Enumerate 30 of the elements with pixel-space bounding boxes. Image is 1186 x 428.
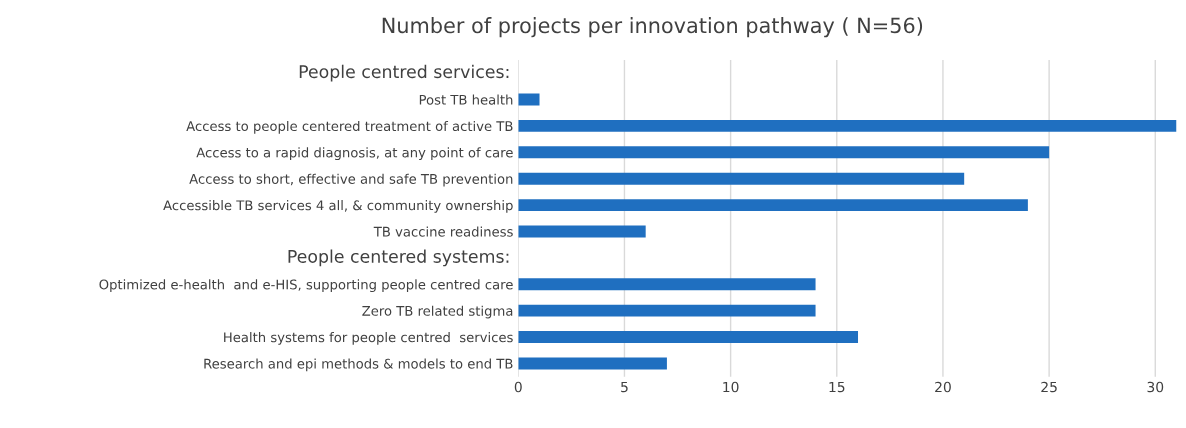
x-tick-label: 25 (1041, 381, 1057, 393)
bar (518, 146, 1050, 159)
bar (518, 304, 816, 317)
y-tick-label: Access to people centered treatment of active TB (186, 120, 513, 134)
y-tick-label: Research and epi methods & models to end TB (204, 358, 513, 372)
y-tick-label: TB vaccine readiness (373, 226, 513, 237)
y-tick-label: Access to a rapid diagnosis, at any point of care (196, 147, 513, 161)
y-tick-label: Optimized e-health and e-HIS, supporting people centred care (99, 279, 513, 293)
x-tick-label: 5 (621, 381, 628, 393)
x-tick-label: 20 (935, 381, 951, 393)
y-tick-label: Health systems for people centred services (224, 332, 513, 345)
x-tick-label: 30 (1147, 381, 1164, 393)
x-tick-label: 10 (723, 381, 739, 393)
text: People centred services: (299, 64, 509, 82)
y-tick-label: Post TB health (419, 94, 513, 105)
bar (518, 199, 1028, 212)
bar (518, 225, 646, 238)
y-tick-label: Accessible TB services 4 all, & community ownership (163, 200, 513, 213)
chart-title: Number of projects per innovation pathway ( N=56) (382, 17, 923, 38)
bar (518, 119, 1177, 132)
bar (518, 357, 667, 370)
text: People centered systems: (288, 249, 509, 267)
x-tick-label: 15 (829, 381, 845, 393)
bar (518, 172, 965, 185)
y-tick-label: Access to short, effective and safe TB prevention (189, 173, 513, 187)
x-tick-label: 0 (514, 381, 522, 393)
y-tick-label: Zero TB related stigma (362, 305, 513, 319)
bar (518, 331, 859, 343)
bar (518, 278, 816, 291)
bar (518, 93, 540, 106)
